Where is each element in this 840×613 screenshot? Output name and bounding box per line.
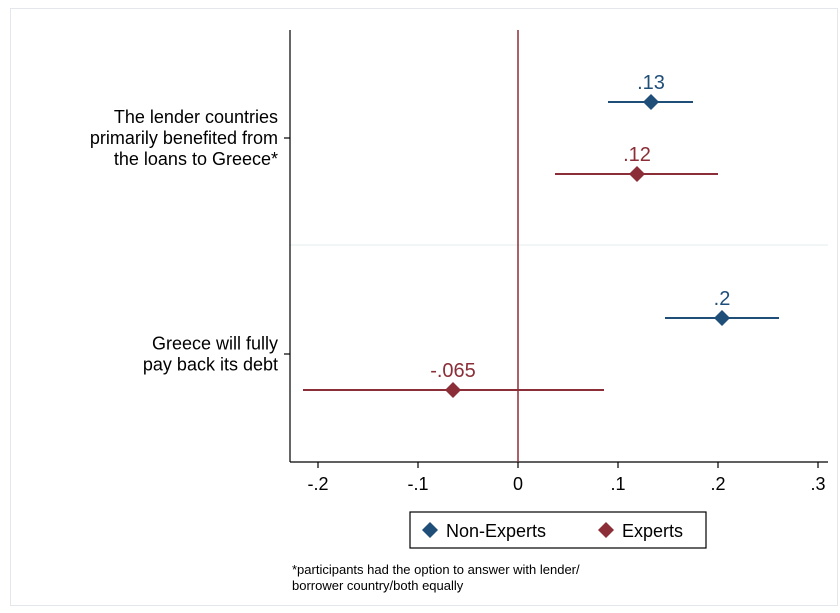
legend-marker: [598, 522, 614, 538]
footnote-line: borrower country/both equally: [292, 578, 464, 593]
y-category-label: Greece will fully: [152, 334, 278, 354]
legend-label: Non-Experts: [446, 521, 546, 541]
point-marker: [714, 310, 730, 326]
data-label: .12: [623, 144, 651, 166]
x-tick-label: .3: [810, 474, 825, 494]
figure-frame: [10, 8, 838, 606]
x-tick-label: .1: [610, 474, 625, 494]
x-tick-label: -.1: [407, 474, 428, 494]
y-category-label: The lender countries: [114, 107, 278, 127]
footnote-line: *participants had the option to answer w…: [292, 562, 580, 577]
legend-box: [409, 511, 707, 549]
legend-label: Experts: [622, 521, 683, 541]
point-marker: [629, 166, 645, 182]
y-category-label: pay back its debt: [143, 355, 278, 375]
x-tick-label: .2: [710, 474, 725, 494]
y-category-label: primarily benefited from: [90, 128, 278, 148]
x-tick-label: -.2: [307, 474, 328, 494]
y-category-label: the loans to Greece*: [114, 149, 278, 169]
data-label: .13: [637, 72, 665, 94]
point-marker: [445, 382, 461, 398]
point-marker: [643, 94, 659, 110]
legend-marker: [422, 522, 438, 538]
data-label: .2: [714, 288, 731, 310]
data-label: -.065: [430, 360, 476, 382]
x-tick-label: 0: [513, 474, 523, 494]
